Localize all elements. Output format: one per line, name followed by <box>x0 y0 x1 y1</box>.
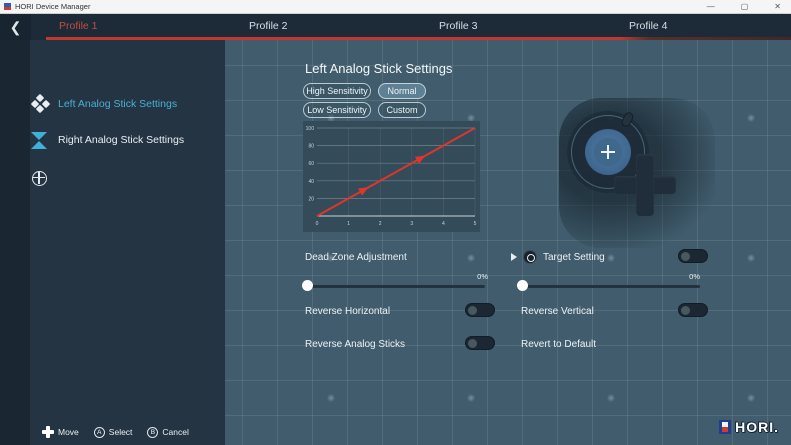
dead-zone-label: Dead Zone Adjustment <box>305 252 407 263</box>
sidebar-item-right-analog[interactable]: Right Analog Stick Settings <box>31 130 184 150</box>
active-tab-indicator <box>46 37 791 40</box>
dead-zone-slider-thumb[interactable] <box>302 280 313 291</box>
left-analog-stick <box>585 129 631 175</box>
app-icon <box>4 3 11 10</box>
hint-move: Move <box>42 426 79 438</box>
dead-zone-value: 0% <box>477 272 488 281</box>
target-setting-value: 0% <box>689 272 700 281</box>
hint-label: Select <box>108 427 133 437</box>
sidebar: Left Analog Stick Settings Right Analog … <box>0 40 225 445</box>
target-setting-slider-thumb[interactable] <box>517 280 528 291</box>
target-setting-row: Target Setting <box>511 250 605 264</box>
controller-hints: Move A Select B Cancel <box>42 426 189 438</box>
tab-label: Profile 3 <box>439 19 478 32</box>
reverse-analog-sticks-toggle[interactable] <box>465 336 495 350</box>
page-title: Left Analog Stick Settings <box>305 61 453 76</box>
revert-to-default-button[interactable]: Revert to Default <box>521 339 597 350</box>
play-arrow-icon <box>511 253 517 261</box>
sensitivity-chart-svg: 20 40 60 80 100 0 1 2 3 4 5 <box>303 121 480 232</box>
svg-text:40: 40 <box>308 179 314 185</box>
tab-profile-4[interactable]: Profile 4 <box>601 14 791 37</box>
back-icon: ❮ <box>9 18 22 35</box>
b-button-icon: B <box>147 426 159 438</box>
sidebar-item-label: Left Analog Stick Settings <box>58 98 178 110</box>
gamepad-illustration <box>559 98 715 248</box>
os-title-bar: HORI Device Manager — ▢ ✕ <box>0 0 791 14</box>
svg-text:2: 2 <box>379 221 382 227</box>
gamepad-dpad <box>614 154 676 216</box>
window-title: HORI Device Manager <box>15 2 91 11</box>
sidebar-item-gyro[interactable] <box>32 168 47 188</box>
svg-text:1: 1 <box>347 221 350 227</box>
svg-text:80: 80 <box>308 144 314 150</box>
target-setting-slider[interactable] <box>522 285 700 288</box>
hori-logo: HORI. <box>719 419 779 435</box>
sidebar-icon-rail <box>0 40 30 445</box>
analog-stick-icon <box>31 131 47 149</box>
tab-profile-2[interactable]: Profile 2 <box>221 14 411 37</box>
high-sensitivity-button[interactable]: High Sensitivity <box>303 83 371 99</box>
main-panel: Left Analog Stick Settings High Sensitiv… <box>225 40 791 445</box>
reverse-horizontal-label: Reverse Horizontal <box>305 306 391 317</box>
hint-label: Move <box>58 427 79 437</box>
minimize-button[interactable]: — <box>706 2 715 11</box>
tab-label: Profile 1 <box>59 19 98 32</box>
dead-zone-slider[interactable] <box>307 285 485 288</box>
close-button[interactable]: ✕ <box>774 2 781 11</box>
profile-tabs: Profile 1 Profile 2 Profile 3 Profile 4 <box>31 14 791 40</box>
header: ❮ Profile 1 Profile 2 Profile 3 Profile … <box>0 14 791 40</box>
normal-sensitivity-button[interactable]: Normal <box>378 83 426 99</box>
hori-logo-icon <box>719 420 732 434</box>
tab-label: Profile 2 <box>249 19 288 32</box>
target-setting-toggle[interactable] <box>678 249 708 263</box>
low-sensitivity-button[interactable]: Low Sensitivity <box>303 102 371 118</box>
a-button-icon: A <box>93 426 105 438</box>
tab-profile-1[interactable]: Profile 1 <box>31 14 221 37</box>
dpad-icon <box>30 93 50 114</box>
svg-text:20: 20 <box>308 196 314 202</box>
reverse-vertical-label: Reverse Vertical <box>521 306 594 317</box>
hint-cancel: B Cancel <box>147 426 189 438</box>
custom-sensitivity-button[interactable]: Custom <box>378 102 426 118</box>
hori-logo-text: HORI. <box>735 419 779 435</box>
svg-text:4: 4 <box>442 221 445 227</box>
maximize-button[interactable]: ▢ <box>740 2 749 11</box>
tab-label: Profile 4 <box>629 19 668 32</box>
reverse-analog-sticks-label: Reverse Analog Sticks <box>305 339 406 350</box>
reverse-horizontal-toggle[interactable] <box>465 303 495 317</box>
dpad-hint-icon <box>42 426 54 438</box>
gyro-globe-icon <box>32 170 47 186</box>
svg-text:60: 60 <box>308 161 314 167</box>
svg-text:5: 5 <box>474 221 477 227</box>
sidebar-item-left-analog[interactable]: Left Analog Stick Settings <box>30 93 178 114</box>
sensitivity-curve-chart: 20 40 60 80 100 0 1 2 3 4 5 <box>303 121 480 232</box>
reverse-vertical-toggle[interactable] <box>678 303 708 317</box>
hint-select: A Select <box>93 426 133 438</box>
back-button[interactable]: ❮ <box>0 14 31 40</box>
svg-text:0: 0 <box>316 221 319 227</box>
svg-text:3: 3 <box>410 221 413 227</box>
target-icon <box>523 250 537 264</box>
svg-text:100: 100 <box>306 126 315 132</box>
target-setting-label: Target Setting <box>543 251 605 263</box>
sidebar-item-label: Right Analog Stick Settings <box>58 134 185 146</box>
hint-label: Cancel <box>162 427 189 437</box>
tab-profile-3[interactable]: Profile 3 <box>411 14 601 37</box>
